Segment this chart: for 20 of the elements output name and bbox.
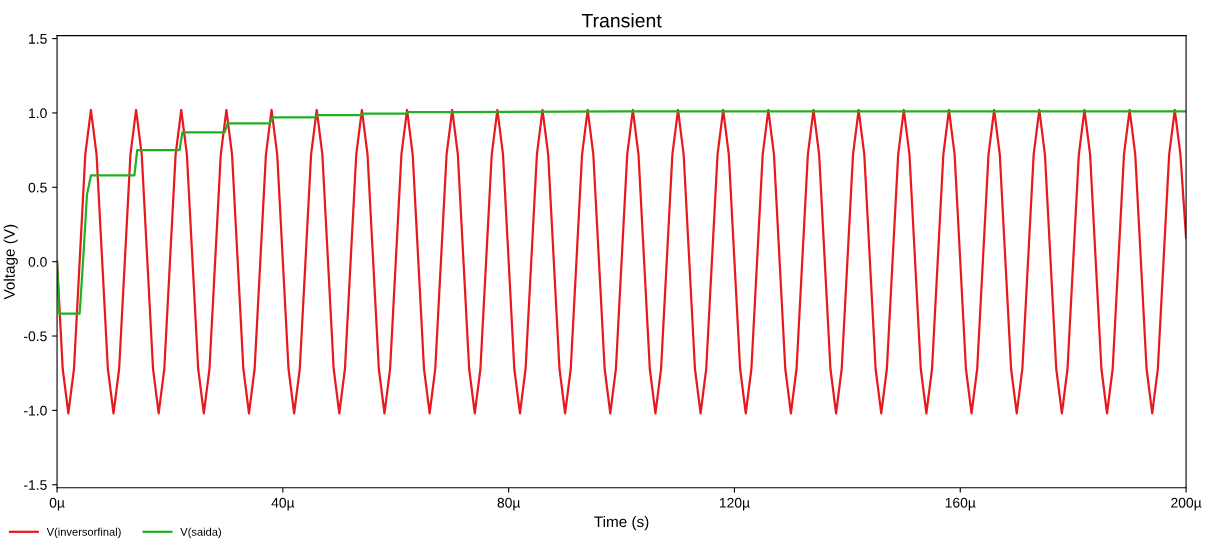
line-series (57, 108, 1187, 415)
x-tick-label: 160µ (945, 497, 976, 511)
y-axis-title: Voltage (V) (3, 224, 18, 300)
legend-label: V(inversorfinal) (46, 527, 121, 538)
y-tick-label: -0.5 (24, 331, 47, 342)
y-tick-label: -1.5 (24, 480, 47, 490)
y-tick-label: 0.0 (28, 257, 47, 267)
x-tick-label: 200µ (1171, 497, 1202, 511)
y-tick-label: -1.0 (24, 405, 47, 416)
y-tick-label: 0.5 (28, 182, 47, 193)
y-tick-label: 1.5 (29, 34, 47, 44)
line-series (57, 110, 1187, 315)
x-tick-label: 80µ (497, 497, 521, 511)
legend-label: V(saida) (180, 527, 221, 538)
x-tick-label: 120µ (719, 497, 750, 511)
x-axis-title: Time (s) (594, 515, 649, 531)
x-tick-label: 40µ (271, 497, 295, 511)
x-tick-label: 0µ (49, 497, 65, 511)
chart-title: Transient (581, 13, 662, 28)
y-tick-label: 1.0 (29, 108, 47, 119)
